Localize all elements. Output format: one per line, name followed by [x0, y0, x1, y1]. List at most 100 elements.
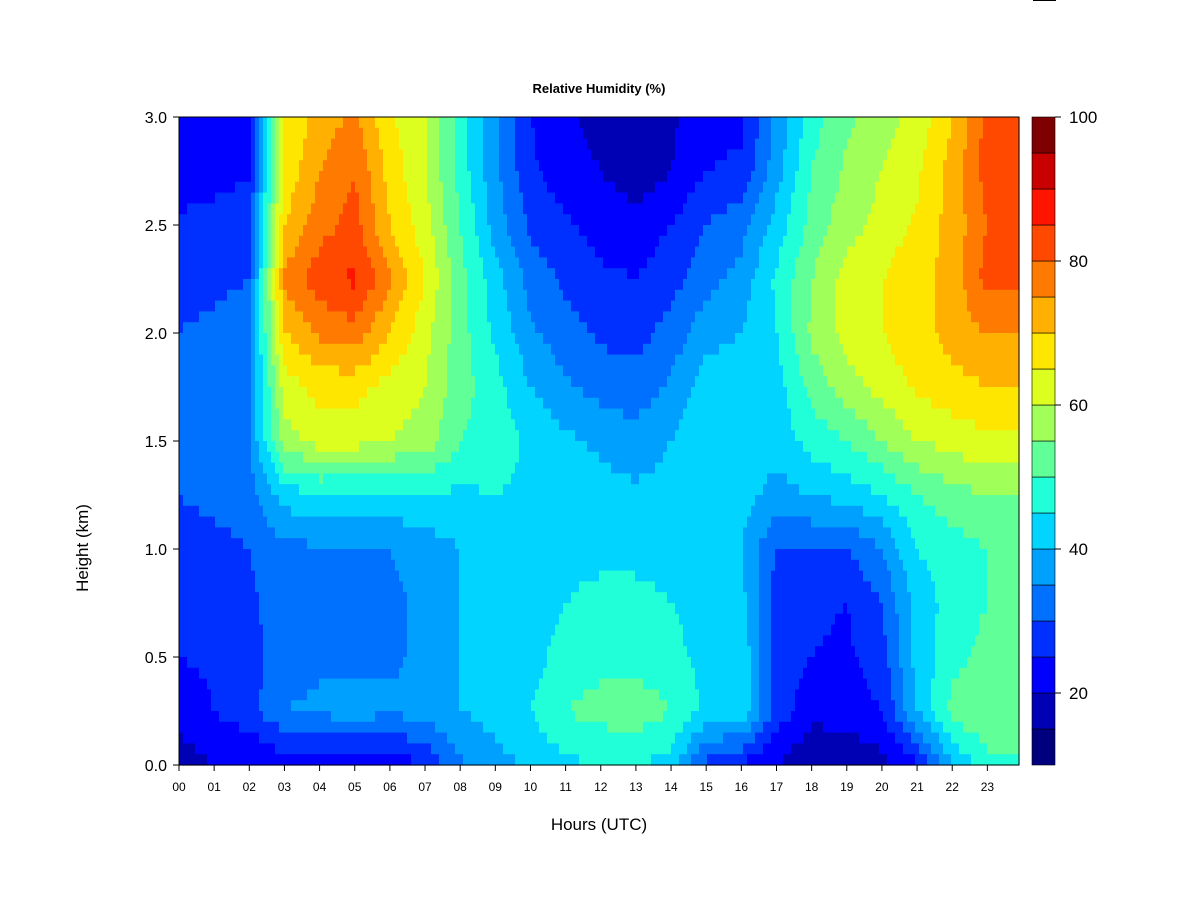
heatmap-cell: [943, 181, 948, 194]
heatmap-cell: [571, 289, 576, 302]
heatmap-cell: [747, 365, 752, 377]
heatmap-cell: [259, 300, 264, 312]
heatmap-cell: [299, 160, 304, 172]
heatmap-cell: [283, 300, 288, 312]
heatmap-cell: [951, 149, 956, 161]
heatmap-cell: [223, 365, 228, 377]
heatmap-cell: [651, 138, 656, 150]
heatmap-cell: [939, 257, 944, 269]
heatmap-cell: [311, 289, 316, 302]
heatmap-cell: [271, 279, 276, 291]
heatmap-cell: [359, 235, 364, 248]
heatmap-cell: [739, 300, 744, 312]
heatmap-cell: [603, 333, 608, 345]
heatmap-cell: [395, 138, 400, 150]
heatmap-cell: [767, 343, 772, 356]
heatmap-cell: [911, 235, 916, 248]
heatmap-cell: [327, 160, 332, 172]
heatmap-cell: [851, 149, 856, 161]
heatmap-cell: [567, 235, 572, 248]
heatmap-cell: [339, 235, 344, 248]
heatmap-cell: [927, 117, 932, 129]
heatmap-cell: [447, 235, 452, 248]
heatmap-cell: [855, 149, 860, 161]
heatmap-cell: [479, 149, 484, 161]
heatmap-cell: [215, 365, 220, 377]
heatmap-cell: [759, 257, 764, 269]
heatmap-cell: [483, 160, 488, 172]
heatmap-cell: [995, 300, 1000, 312]
heatmap-cell: [307, 279, 312, 291]
heatmap-cell: [239, 311, 244, 323]
heatmap-cell: [255, 138, 260, 150]
heatmap-cell: [823, 268, 828, 280]
heatmap-cell: [227, 311, 232, 323]
heatmap-cell: [983, 343, 988, 356]
heatmap-cell: [451, 181, 456, 194]
heatmap-cell: [243, 343, 248, 356]
heatmap-cell: [919, 333, 924, 345]
heatmap-cell: [715, 203, 720, 215]
heatmap-cell: [671, 343, 676, 356]
heatmap-cell: [527, 225, 532, 237]
heatmap-cell: [707, 225, 712, 237]
heatmap-cell: [259, 354, 264, 366]
heatmap-cell: [975, 203, 980, 215]
heatmap-cell: [315, 322, 320, 334]
heatmap-cell: [283, 268, 288, 280]
heatmap-cell: [739, 117, 744, 129]
heatmap-cell: [347, 181, 352, 194]
heatmap-cell: [527, 138, 532, 150]
heatmap-cell: [883, 181, 888, 194]
heatmap-cell: [295, 365, 300, 377]
heatmap-cell: [883, 203, 888, 215]
heatmap-cell: [759, 333, 764, 345]
heatmap-cell: [507, 214, 512, 226]
heatmap-cell: [647, 203, 652, 215]
heatmap-cell: [767, 127, 772, 140]
heatmap-cell: [523, 333, 528, 345]
heatmap-cell: [855, 225, 860, 237]
heatmap-cell: [499, 311, 504, 323]
heatmap-cell: [323, 289, 328, 302]
heatmap-cell: [419, 289, 424, 302]
heatmap-cell: [743, 149, 748, 161]
heatmap-cell: [355, 343, 360, 356]
heatmap-cell: [683, 203, 688, 215]
heatmap-cell: [915, 127, 920, 140]
heatmap-cell: [747, 343, 752, 356]
heatmap-cell: [267, 343, 272, 356]
heatmap-cell: [627, 171, 632, 183]
heatmap-cell: [739, 203, 744, 215]
heatmap-cell: [947, 181, 952, 194]
heatmap-cell: [935, 203, 940, 215]
heatmap-cell: [943, 343, 948, 356]
heatmap-cell: [307, 354, 312, 366]
heatmap-cell: [239, 214, 244, 226]
heatmap-cell: [487, 246, 492, 258]
heatmap-cell: [787, 127, 792, 140]
heatmap-cell: [375, 279, 380, 291]
heatmap-cell: [227, 246, 232, 258]
heatmap-cell: [311, 138, 316, 150]
heatmap-cell: [279, 246, 284, 258]
heatmap-cell: [659, 160, 664, 172]
heatmap-cell: [879, 138, 884, 150]
heatmap-cell: [487, 149, 492, 161]
heatmap-cell: [999, 171, 1004, 183]
heatmap-cell: [323, 117, 328, 129]
heatmap-cell: [439, 257, 444, 269]
heatmap-cell: [939, 192, 944, 204]
heatmap-cell: [311, 149, 316, 161]
heatmap-cell: [483, 322, 488, 334]
heatmap-cell: [371, 235, 376, 248]
heatmap-cell: [839, 214, 844, 226]
heatmap-cell: [443, 300, 448, 312]
heatmap-cell: [415, 333, 420, 345]
heatmap-cell: [591, 257, 596, 269]
heatmap-cell: [231, 225, 236, 237]
heatmap-cell: [951, 300, 956, 312]
heatmap-cell: [803, 300, 808, 312]
heatmap-cell: [619, 181, 624, 194]
heatmap-cell: [855, 138, 860, 150]
